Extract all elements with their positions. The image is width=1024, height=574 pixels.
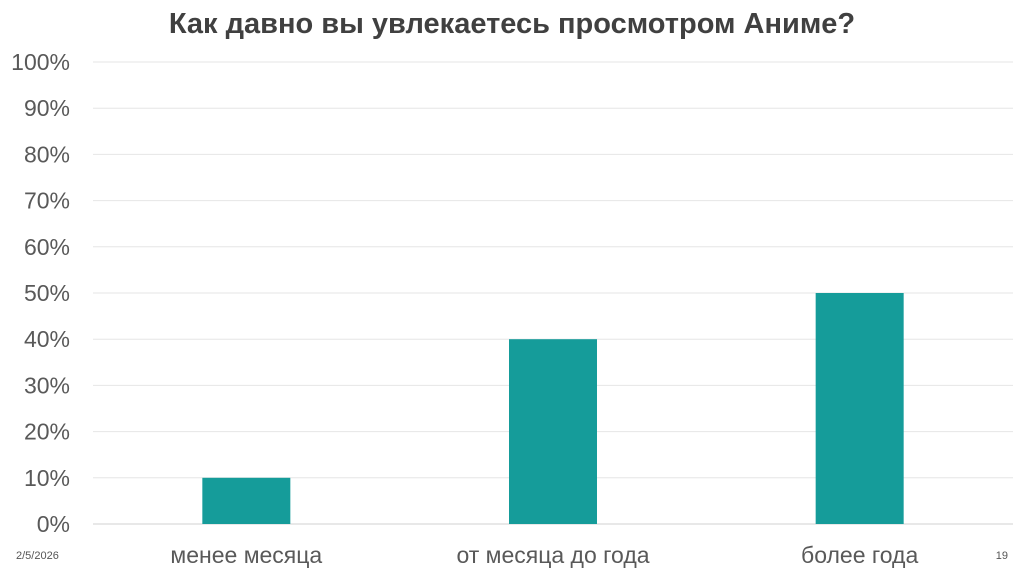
bar [509,339,597,524]
bar [815,293,904,524]
y-tick-label: 60% [24,234,70,260]
slide-date: 2/5/2026 [16,550,59,562]
chart-title: Как давно вы увлекаетесь просмотром Аним… [168,8,856,40]
x-category-label: менее месяца [170,542,322,568]
y-tick-label: 70% [24,188,70,214]
slide-page-number: 19 [995,550,1008,562]
y-tick-label: 0% [37,511,70,537]
y-tick-label: 30% [24,372,70,398]
y-tick-label: 20% [24,419,70,445]
y-tick-label: 50% [24,280,70,306]
y-tick-label: 90% [24,95,70,121]
x-category-label: от месяца до года [456,542,649,568]
y-tick-label: 100% [11,49,70,75]
x-category-label: более года [801,542,918,568]
bar [202,477,291,524]
y-tick-label: 40% [24,326,70,352]
y-tick-label: 80% [24,141,70,167]
y-tick-label: 10% [24,465,70,491]
